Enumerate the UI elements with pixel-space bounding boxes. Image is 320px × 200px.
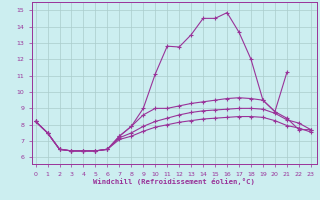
X-axis label: Windchill (Refroidissement éolien,°C): Windchill (Refroidissement éolien,°C) [93, 178, 255, 185]
